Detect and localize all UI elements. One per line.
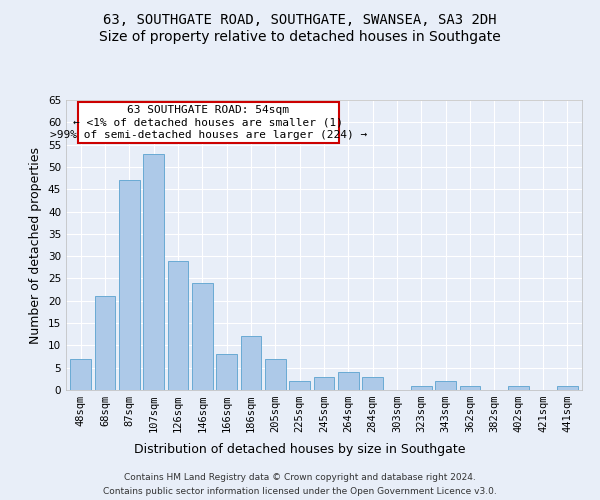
Text: 63, SOUTHGATE ROAD, SOUTHGATE, SWANSEA, SA3 2DH: 63, SOUTHGATE ROAD, SOUTHGATE, SWANSEA, … — [103, 12, 497, 26]
Bar — [460, 386, 481, 390]
Bar — [508, 386, 529, 390]
Bar — [216, 354, 237, 390]
Bar — [167, 260, 188, 390]
Bar — [289, 381, 310, 390]
Text: Size of property relative to detached houses in Southgate: Size of property relative to detached ho… — [99, 30, 501, 44]
Bar — [557, 386, 578, 390]
Bar — [362, 376, 383, 390]
Y-axis label: Number of detached properties: Number of detached properties — [29, 146, 43, 344]
Bar — [436, 381, 456, 390]
Bar — [411, 386, 432, 390]
Bar — [265, 359, 286, 390]
Text: Contains public sector information licensed under the Open Government Licence v3: Contains public sector information licen… — [103, 488, 497, 496]
Text: Contains HM Land Registry data © Crown copyright and database right 2024.: Contains HM Land Registry data © Crown c… — [124, 472, 476, 482]
Text: >99% of semi-detached houses are larger (224) →: >99% of semi-detached houses are larger … — [50, 130, 367, 140]
FancyBboxPatch shape — [78, 102, 338, 143]
Bar — [95, 296, 115, 390]
Bar — [314, 376, 334, 390]
Bar — [70, 359, 91, 390]
Bar — [143, 154, 164, 390]
Text: 63 SOUTHGATE ROAD: 54sqm: 63 SOUTHGATE ROAD: 54sqm — [127, 106, 289, 116]
Bar — [192, 283, 212, 390]
Bar — [119, 180, 140, 390]
Text: Distribution of detached houses by size in Southgate: Distribution of detached houses by size … — [134, 442, 466, 456]
Bar — [241, 336, 262, 390]
Bar — [338, 372, 359, 390]
Text: ← <1% of detached houses are smaller (1): ← <1% of detached houses are smaller (1) — [73, 118, 343, 128]
